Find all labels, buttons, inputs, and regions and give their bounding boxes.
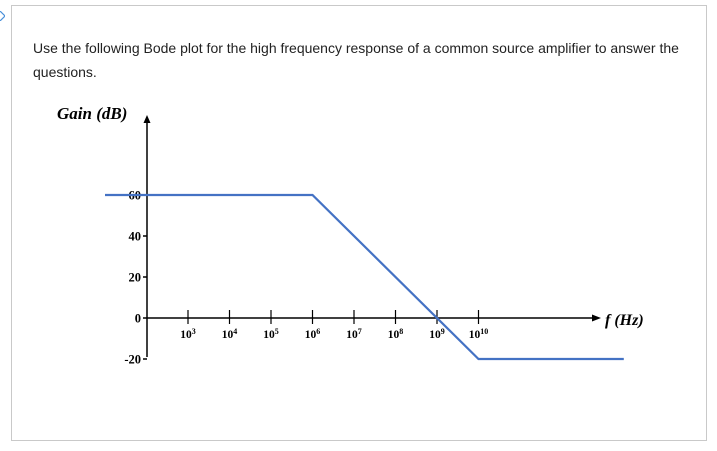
x-axis-label: f (Hz)	[605, 312, 644, 329]
x-tick-label: 103	[180, 327, 196, 341]
x-axis-ticks: 103 104 105 106 107 108 109 1010	[180, 310, 488, 341]
y-axis-label: Gain (dB)	[57, 104, 127, 123]
gain-curve	[104, 193, 624, 361]
gain-curve-line	[105, 193, 624, 361]
x-tick-label: 104	[222, 327, 238, 341]
y-tick-label: -20	[124, 353, 141, 367]
question-text: Use the following Bode plot for the high…	[33, 40, 679, 80]
x-tick-label: 108	[388, 327, 404, 341]
x-tick-label: 1010	[469, 327, 489, 341]
chevron-right-icon	[0, 11, 5, 21]
x-tick-label: 106	[305, 327, 321, 341]
y-axis-arrow-icon	[143, 115, 151, 123]
y-tick-label: 0	[135, 312, 141, 326]
y-tick-label: 20	[129, 271, 142, 285]
x-tick-label: 105	[263, 327, 279, 341]
x-tick-label: 107	[346, 327, 362, 341]
x-tick-label: 109	[429, 327, 445, 341]
plot-axes	[143, 115, 601, 357]
x-axis-arrow-icon	[592, 314, 601, 322]
question-card	[11, 5, 707, 441]
y-tick-label: 40	[129, 230, 142, 244]
